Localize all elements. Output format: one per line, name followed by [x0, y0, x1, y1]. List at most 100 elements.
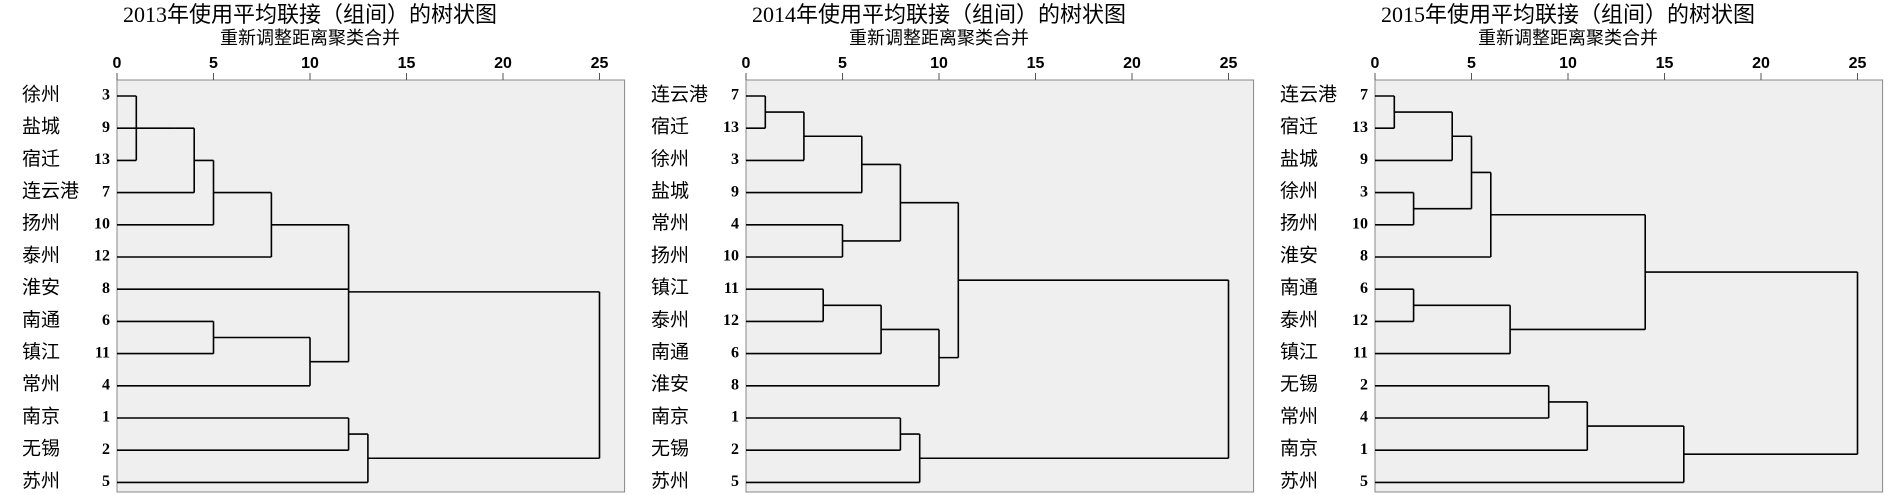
leaf-id: 7	[731, 87, 739, 104]
leaf-id: 8	[102, 280, 110, 297]
leaf-id: 10	[1352, 215, 1368, 232]
leaf-label: 南京	[651, 405, 689, 427]
x-tick-label: 15	[1656, 55, 1674, 72]
x-tick-label: 5	[838, 55, 847, 72]
leaf-label: 宿迁	[651, 116, 689, 138]
leaf-id: 12	[94, 248, 110, 265]
leaf-id: 13	[1352, 119, 1368, 136]
x-tick-label: 25	[1849, 55, 1867, 72]
x-tick-label: 25	[1220, 55, 1238, 72]
leaf-label: 常州	[1280, 405, 1318, 427]
leaf-id: 7	[102, 183, 110, 200]
plot-area	[1374, 79, 1884, 493]
chart-title: 2014年使用平均联接（组间）的树状图	[752, 2, 1126, 27]
leaf-label: 扬州	[1280, 212, 1318, 234]
leaf-label: 镇江	[22, 341, 60, 363]
leaf-id: 3	[1360, 183, 1368, 200]
leaf-id: 11	[1353, 344, 1368, 361]
leaf-label: 苏州	[1280, 470, 1318, 492]
leaf-id: 5	[102, 473, 110, 490]
x-tick-label: 20	[494, 55, 512, 72]
leaf-id: 1	[102, 409, 110, 426]
leaf-label: 镇江	[651, 277, 689, 299]
leaf-label: 泰州	[1280, 309, 1318, 331]
leaf-label: 泰州	[651, 309, 689, 331]
leaf-label: 扬州	[22, 212, 60, 234]
leaf-id: 12	[723, 312, 739, 329]
leaf-label: 连云港	[22, 180, 79, 202]
leaf-label: 盐城	[1280, 148, 1318, 170]
x-axis-label: 重新调整距离聚类合并	[1478, 28, 1658, 48]
x-tick-label: 10	[930, 55, 948, 72]
merge-link	[348, 291, 601, 460]
x-tick-label: 25	[591, 55, 609, 72]
leaf-id: 11	[95, 344, 110, 361]
leaf-label: 盐城	[651, 180, 689, 202]
chart-title: 2013年使用平均联接（组间）的树状图	[123, 2, 497, 27]
leaf-label: 盐城	[22, 116, 60, 138]
leaf-label: 徐州	[22, 83, 60, 105]
leaf-id: 8	[731, 376, 739, 393]
x-tick-label: 0	[1371, 55, 1380, 72]
leaf-id: 3	[102, 87, 110, 104]
x-tick-label: 20	[1752, 55, 1770, 72]
leaf-label: 淮安	[651, 373, 689, 395]
leaf-id: 9	[102, 119, 110, 136]
leaf-id: 9	[731, 183, 739, 200]
leaf-label: 南通	[22, 309, 60, 331]
leaf-id: 9	[1360, 151, 1368, 168]
leaf-id: 6	[1360, 280, 1368, 297]
leaf-id: 11	[724, 280, 739, 297]
leaf-label: 徐州	[651, 148, 689, 170]
plot-area	[116, 79, 626, 493]
x-tick-label: 0	[742, 55, 751, 72]
leaf-id: 3	[731, 151, 739, 168]
leaf-label: 南京	[1280, 438, 1318, 460]
leaf-id: 7	[1360, 87, 1368, 104]
x-axis-label: 重新调整距离聚类合并	[220, 28, 400, 48]
leaf-label: 镇江	[1280, 341, 1318, 363]
chart-title: 2015年使用平均联接（组间）的树状图	[1381, 2, 1755, 27]
leaf-label: 南通	[1280, 277, 1318, 299]
leaf-id: 13	[94, 151, 110, 168]
leaf-id: 6	[102, 312, 110, 329]
leaf-label: 南京	[22, 405, 60, 427]
leaf-label: 苏州	[22, 470, 60, 492]
plot-area	[745, 79, 1255, 493]
leaf-label: 连云港	[1280, 83, 1337, 105]
leaf-id: 4	[102, 376, 110, 393]
x-tick-label: 0	[113, 55, 122, 72]
x-tick-label: 20	[1123, 55, 1141, 72]
merge-link	[919, 279, 1230, 460]
leaf-id: 13	[723, 119, 739, 136]
leaf-label: 淮安	[1280, 244, 1318, 266]
leaf-id: 6	[731, 344, 739, 361]
leaf-label: 南通	[651, 341, 689, 363]
x-tick-label: 10	[1559, 55, 1577, 72]
leaf-id: 5	[1360, 473, 1368, 490]
leaf-id: 8	[1360, 248, 1368, 265]
leaf-label: 常州	[651, 212, 689, 234]
x-tick-label: 10	[301, 55, 319, 72]
leaf-label: 无锡	[651, 438, 689, 460]
leaf-id: 12	[1352, 312, 1368, 329]
leaf-label: 常州	[22, 373, 60, 395]
merge-link	[117, 224, 350, 363]
leaf-id: 5	[731, 473, 739, 490]
leaf-id: 1	[731, 409, 739, 426]
leaf-id: 2	[1360, 376, 1368, 393]
leaf-label: 扬州	[651, 244, 689, 266]
leaf-label: 连云港	[651, 83, 708, 105]
x-axis-label: 重新调整距离聚类合并	[849, 28, 1029, 48]
leaf-label: 宿迁	[1280, 116, 1318, 138]
leaf-label: 徐州	[1280, 180, 1318, 202]
x-tick-label: 5	[1467, 55, 1476, 72]
leaf-id: 10	[94, 215, 110, 232]
x-tick-label: 5	[209, 55, 218, 72]
leaf-label: 苏州	[651, 470, 689, 492]
leaf-label: 宿迁	[22, 148, 60, 170]
leaf-id: 2	[731, 441, 739, 458]
leaf-label: 无锡	[22, 438, 60, 460]
x-tick-label: 15	[398, 55, 416, 72]
